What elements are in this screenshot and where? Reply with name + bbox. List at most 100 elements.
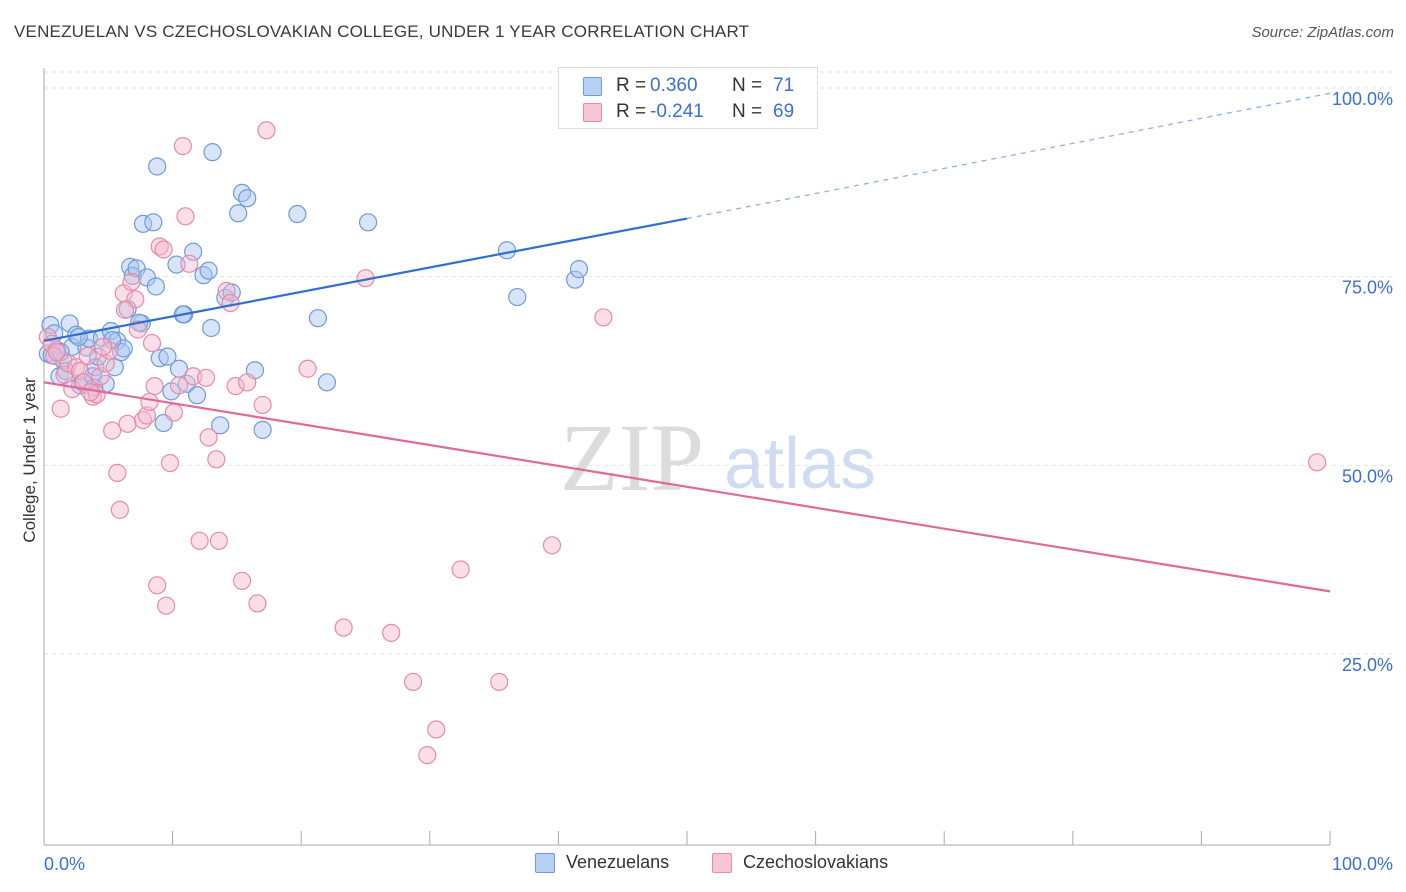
- y-tick-label: 50.0%: [1342, 466, 1393, 486]
- trend-line-venezuelans: [43, 217, 688, 342]
- legend-n-value: 69: [773, 101, 795, 122]
- y-tick-label: 100.0%: [1332, 89, 1393, 109]
- point-czechoslovakians: [74, 373, 93, 392]
- point-czechoslovakians: [157, 596, 176, 615]
- point-czechoslovakians: [382, 623, 401, 642]
- point-venezuelans: [150, 349, 169, 368]
- watermark-atlas: atlas: [724, 424, 876, 504]
- legend-n-label: N =: [732, 75, 763, 96]
- series-legend: Venezuelans Czechoslovakians: [0, 850, 1406, 880]
- point-venezuelans: [103, 330, 122, 350]
- stats-legend: R = 0.360 N = 71 R = -0.241 N = 69: [558, 67, 818, 129]
- legend-swatch-venezuelans: [583, 77, 602, 96]
- legend-label-czechoslovakians: Czechoslovakians: [743, 852, 889, 872]
- point-venezuelans: [158, 347, 177, 366]
- point-venezuelans: [187, 386, 207, 405]
- point-venezuelans: [60, 314, 79, 333]
- point-czechoslovakians: [47, 343, 66, 362]
- legend-n-value: 71: [773, 75, 795, 96]
- point-venezuelans: [144, 213, 163, 232]
- point-venezuelans: [569, 260, 589, 279]
- point-venezuelans: [88, 347, 108, 366]
- trend-lines: [43, 92, 1331, 593]
- y-tick-label: 75.0%: [1342, 278, 1393, 298]
- point-venezuelans: [566, 270, 585, 289]
- point-venezuelans: [497, 241, 517, 260]
- point-czechoslovakians: [122, 272, 141, 292]
- point-czechoslovakians: [403, 672, 423, 692]
- point-venezuelans: [508, 287, 527, 307]
- legend-swatch-czechoslovakians: [583, 103, 602, 122]
- y-axis-title: College, Under 1 year: [20, 377, 39, 543]
- chart-source: Source: ZipAtlas.com: [1251, 24, 1394, 41]
- trend-line-czechoslovakians: [43, 381, 1331, 593]
- point-venezuelans: [308, 309, 328, 328]
- point-czechoslovakians: [226, 376, 245, 396]
- point-czechoslovakians: [154, 240, 173, 259]
- point-czechoslovakians: [238, 373, 257, 392]
- axis-labels: 25.0% 50.0% 75.0% 100.0% 0.0% 100.0% College, …: [20, 89, 1393, 874]
- point-czechoslovakians: [217, 281, 236, 301]
- x-tick-label: 0.0%: [44, 854, 85, 874]
- point-venezuelans: [232, 183, 252, 202]
- point-czechoslovakians: [94, 337, 113, 356]
- point-venezuelans: [203, 143, 222, 162]
- point-venezuelans: [127, 259, 146, 278]
- point-venezuelans: [229, 204, 248, 223]
- legend-r-label: R =: [616, 101, 647, 122]
- watermark: ZIP atlas: [560, 404, 876, 511]
- point-venezuelans: [358, 213, 378, 232]
- legend-swatch-czechoslovakians: [712, 853, 732, 873]
- point-czechoslovakians: [103, 421, 122, 440]
- point-czechoslovakians: [207, 450, 226, 469]
- point-czechoslovakians: [451, 560, 470, 579]
- point-czechoslovakians: [140, 392, 159, 412]
- legend-n-label: N =: [732, 101, 763, 122]
- point-czechoslovakians: [137, 406, 156, 425]
- point-venezuelans: [199, 261, 218, 280]
- point-venezuelans: [177, 374, 196, 393]
- point-czechoslovakians: [490, 672, 509, 692]
- y-tick-label: 25.0%: [1342, 655, 1393, 675]
- point-venezuelans: [105, 358, 124, 377]
- point-czechoslovakians: [110, 500, 129, 519]
- point-czechoslovakians: [142, 333, 162, 353]
- point-czechoslovakians: [169, 376, 189, 395]
- legend-r-label: R =: [616, 75, 647, 96]
- point-czechoslovakians: [176, 207, 195, 226]
- point-czechoslovakians: [51, 399, 70, 418]
- point-czechoslovakians: [542, 536, 562, 555]
- legend-r-value: -0.241: [650, 101, 704, 122]
- point-czechoslovakians: [81, 383, 100, 402]
- point-czechoslovakians: [334, 618, 353, 637]
- point-czechoslovakians: [148, 576, 167, 595]
- point-venezuelans: [253, 420, 272, 439]
- legend-swatch-venezuelans: [535, 853, 555, 873]
- point-czechoslovakians: [427, 720, 446, 739]
- point-czechoslovakians: [594, 308, 613, 327]
- data-points: [38, 121, 1327, 765]
- point-venezuelans: [69, 327, 88, 347]
- point-venezuelans: [148, 157, 167, 176]
- legend-r-value: 0.360: [650, 75, 698, 96]
- point-czechoslovakians: [118, 414, 137, 433]
- point-czechoslovakians: [248, 594, 267, 613]
- point-venezuelans: [211, 416, 230, 435]
- point-czechoslovakians: [196, 368, 216, 387]
- point-czechoslovakians: [418, 746, 437, 765]
- point-czechoslovakians: [78, 346, 97, 366]
- chart-title: VENEZUELAN VS CZECHOSLOVAKIAN COLLEGE, U…: [14, 22, 750, 41]
- point-czechoslovakians: [128, 320, 147, 339]
- point-czechoslovakians: [257, 121, 276, 140]
- point-czechoslovakians: [253, 395, 272, 415]
- grid-lines: [44, 71, 1394, 655]
- point-venezuelans: [146, 277, 165, 296]
- point-czechoslovakians: [173, 137, 192, 156]
- point-czechoslovakians: [180, 254, 199, 273]
- point-czechoslovakians: [115, 300, 135, 319]
- point-czechoslovakians: [108, 463, 127, 482]
- watermark-zip: ZIP: [560, 404, 704, 511]
- point-czechoslovakians: [232, 571, 252, 590]
- point-venezuelans: [184, 242, 203, 261]
- point-czechoslovakians: [209, 531, 228, 550]
